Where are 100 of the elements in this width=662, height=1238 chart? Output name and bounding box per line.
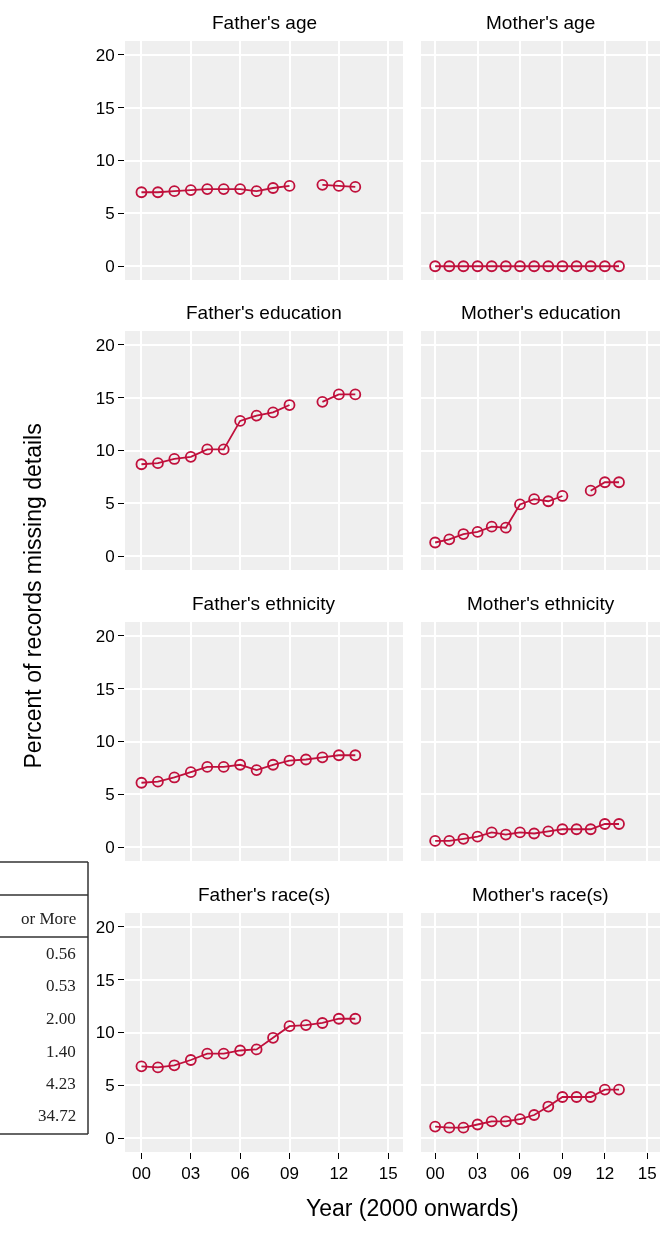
y-tick-label: 10	[95, 732, 115, 752]
point	[250, 409, 263, 422]
point	[542, 1100, 555, 1113]
y-tick-label: 15	[95, 388, 115, 408]
point	[184, 1054, 197, 1066]
point	[598, 476, 611, 489]
point	[217, 760, 230, 773]
y-tick-label: 10	[95, 1023, 115, 1043]
point	[556, 1091, 569, 1103]
point	[234, 758, 247, 771]
point	[443, 533, 456, 546]
point	[514, 498, 526, 511]
x-tick-label: 12	[595, 1164, 615, 1184]
chart-title: Mother's ethnicity	[467, 593, 615, 614]
y-tick-label: 15	[95, 970, 115, 990]
point	[584, 1091, 597, 1103]
y-tick-label: 5	[105, 785, 115, 805]
point	[152, 775, 164, 788]
y-tick-label: 20	[95, 45, 115, 65]
x-tick-label: 03	[181, 1164, 201, 1184]
text: 0.56	[46, 944, 76, 963]
text: 4.23	[46, 1074, 76, 1093]
x-tick-label: 09	[280, 1164, 299, 1184]
chart-title: Father's education	[186, 302, 342, 323]
point	[168, 771, 181, 784]
text: 1.40	[46, 1042, 76, 1061]
chart-title: Father's age	[212, 12, 318, 33]
point	[471, 526, 484, 538]
point	[443, 835, 456, 847]
point	[300, 753, 312, 766]
point	[457, 832, 470, 845]
text: 34.72	[38, 1106, 77, 1125]
point	[152, 457, 164, 470]
point	[267, 406, 279, 419]
point	[250, 1043, 263, 1056]
point	[471, 830, 484, 843]
point	[570, 1091, 583, 1103]
point	[300, 1019, 312, 1031]
point	[152, 1061, 164, 1074]
point	[514, 1113, 526, 1126]
point	[429, 835, 442, 847]
point	[234, 1044, 247, 1057]
point	[201, 1047, 214, 1060]
y-tick-label: 0	[105, 838, 115, 858]
point	[499, 828, 512, 841]
point	[556, 823, 569, 836]
point	[349, 388, 362, 401]
point	[556, 490, 569, 502]
point	[485, 826, 498, 839]
y-tick-label: 10	[95, 441, 115, 461]
point	[429, 536, 442, 549]
point	[184, 766, 197, 779]
point	[316, 1017, 329, 1029]
point	[613, 476, 625, 489]
point	[514, 826, 526, 839]
point	[528, 1109, 541, 1121]
point	[201, 760, 214, 773]
y-tick-label: 20	[95, 917, 115, 937]
point	[584, 484, 597, 497]
text: or More	[21, 909, 77, 928]
x-tick-label: 00	[131, 1164, 151, 1184]
point	[584, 823, 597, 836]
text: Percent of records missing details	[19, 423, 46, 769]
y-tick-label: 5	[105, 494, 115, 514]
point	[135, 458, 148, 471]
point	[457, 1121, 470, 1134]
y-tick-label: 15	[95, 679, 115, 699]
point	[499, 1115, 512, 1128]
y-tick-label: 5	[105, 1076, 115, 1096]
point	[613, 1083, 625, 1096]
text: 2.00	[46, 1009, 76, 1028]
point	[283, 1020, 296, 1033]
x-tick-label: 12	[329, 1164, 349, 1184]
point	[349, 1012, 362, 1025]
y-tick-label: 20	[95, 626, 115, 646]
chart-title: Mother's education	[461, 302, 621, 323]
x-tick-label: 03	[468, 1164, 488, 1184]
point	[332, 388, 345, 401]
point	[184, 450, 197, 463]
point	[542, 825, 555, 838]
point	[499, 521, 512, 534]
point	[283, 754, 296, 767]
point	[250, 764, 263, 776]
chart-title: Father's race(s)	[198, 884, 331, 905]
chart-title: Mother's age	[486, 12, 596, 33]
point	[135, 1060, 148, 1073]
point	[135, 776, 148, 789]
x-tick-label: 00	[425, 1164, 445, 1184]
point	[217, 443, 230, 456]
chart-title: Mother's race(s)	[472, 884, 609, 905]
point	[485, 520, 498, 533]
y-tick-label: 10	[95, 151, 115, 171]
y-tick-label: 15	[95, 98, 115, 118]
point	[598, 818, 611, 830]
point	[283, 399, 296, 411]
point	[429, 1120, 442, 1133]
x-tick-label: 06	[510, 1164, 530, 1184]
point	[613, 818, 625, 830]
text: Year (2000 onwards)	[306, 1195, 519, 1221]
point	[168, 1059, 181, 1072]
